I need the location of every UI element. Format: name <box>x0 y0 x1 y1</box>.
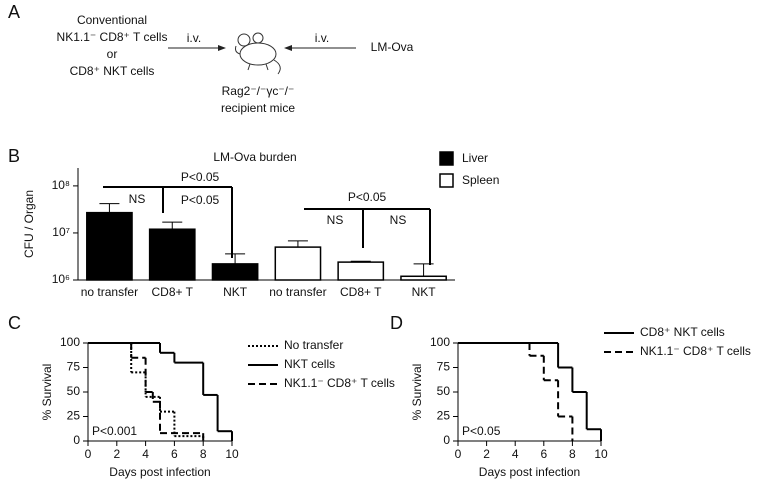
bar <box>400 275 447 281</box>
x-tick-label: 2 <box>483 447 490 461</box>
legend-label: No transfer <box>284 338 343 352</box>
y-tick-label: 10⁸ <box>52 178 70 192</box>
arrow-head <box>218 45 226 51</box>
x-tick-label: no transfer <box>269 285 326 299</box>
x-tick-label: 2 <box>113 447 120 461</box>
arrow-head <box>284 45 292 51</box>
x-tick-label: CD8+ T <box>340 285 382 299</box>
y-tick-label: 25 <box>437 409 451 423</box>
y-tick-label: 100 <box>60 335 80 349</box>
recipient-text: recipient mice <box>221 101 295 115</box>
x-tick-label: 4 <box>142 447 149 461</box>
panel-label: D <box>390 313 403 333</box>
annotation: P<0.05 <box>462 424 501 438</box>
diagram: Conventional NK1.1⁻ CD8⁺ T cells or CD8⁺… <box>57 13 414 115</box>
x-tick-label: CD8+ T <box>152 285 194 299</box>
x-tick-label: NKT <box>412 285 437 299</box>
legend-label: Liver <box>462 151 488 165</box>
pathogen-text: LM-Ova <box>371 40 414 54</box>
y-tick-label: 25 <box>67 409 81 423</box>
x-tick-label: 0 <box>85 447 92 461</box>
y-tick-label: 0 <box>73 433 80 447</box>
legend-label: NK1.1⁻ CD8⁺ T cells <box>640 344 751 358</box>
route-text: i.v. <box>315 31 329 45</box>
y-tick-label: 10⁷ <box>52 225 70 239</box>
panel-label: A <box>8 2 20 22</box>
recipient-text: Rag2⁻/⁻γc⁻/⁻ <box>222 84 295 98</box>
x-tick-label: 10 <box>225 447 239 461</box>
panel-label: C <box>8 313 21 333</box>
panel-label: B <box>8 146 20 166</box>
donor-text: or <box>107 47 118 61</box>
x-tick-label: 8 <box>200 447 207 461</box>
route-text: i.v. <box>187 31 201 45</box>
x-tick-label: 4 <box>512 447 519 461</box>
y-tick-label: 50 <box>437 384 451 398</box>
y-tick-label: 75 <box>437 360 451 374</box>
y-axis-label: % Survival <box>40 364 54 421</box>
legend-label: CD8⁺ NKT cells <box>640 325 725 339</box>
annotation: P<0.001 <box>92 424 137 438</box>
legend-swatch <box>439 173 454 188</box>
x-tick-label: 6 <box>171 447 178 461</box>
x-tick-label: 10 <box>594 447 608 461</box>
legend-label: Spleen <box>462 173 499 187</box>
bar <box>337 261 385 281</box>
annotation: P<0.05 <box>348 190 387 204</box>
x-tick-label: 8 <box>569 447 576 461</box>
annotation: P<0.05 <box>181 170 220 184</box>
annotation: NS <box>390 213 407 227</box>
donor-text: Conventional <box>77 13 147 27</box>
y-tick-label: 100 <box>430 335 450 349</box>
annotation: P<0.05 <box>181 193 220 207</box>
annotation: NS <box>129 192 146 206</box>
x-tick-label: no transfer <box>81 285 138 299</box>
legend-label: NKT cells <box>284 357 335 371</box>
bar <box>148 228 196 281</box>
bar <box>211 263 259 281</box>
y-tick-label: 10⁶ <box>52 272 70 286</box>
legend-swatch <box>439 151 454 166</box>
bar <box>274 246 322 281</box>
y-axis-label: % Survival <box>410 364 424 421</box>
donor-text: CD8⁺ NKT cells <box>70 64 155 78</box>
legend-label: NK1.1⁻ CD8⁺ T cells <box>284 376 395 390</box>
y-axis-label: CFU / Organ <box>22 190 36 258</box>
x-axis-label: Days post infection <box>109 465 210 479</box>
x-tick-label: 0 <box>455 447 462 461</box>
chart-title: LM-Ova burden <box>213 150 296 164</box>
donor-text: NK1.1⁻ CD8⁺ T cells <box>57 30 168 44</box>
y-tick-label: 50 <box>67 384 81 398</box>
x-tick-label: NKT <box>223 285 248 299</box>
mouse-icon <box>235 32 281 75</box>
x-tick-label: 6 <box>540 447 547 461</box>
x-axis-label: Days post infection <box>479 465 580 479</box>
bar <box>86 211 133 281</box>
y-tick-label: 0 <box>443 433 450 447</box>
y-tick-label: 75 <box>67 360 81 374</box>
annotation: NS <box>327 213 344 227</box>
